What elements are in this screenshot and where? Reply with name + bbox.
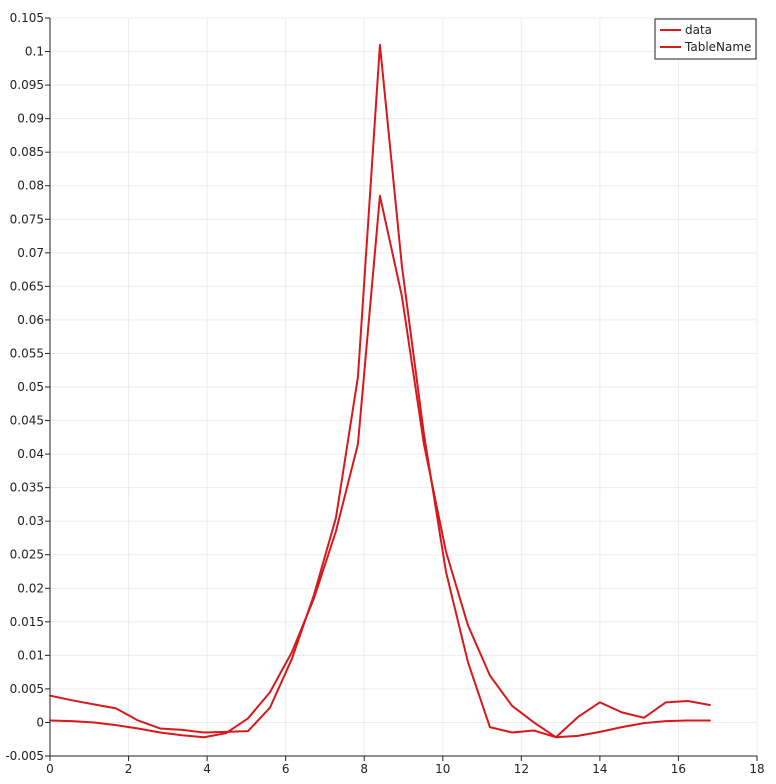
y-tick-label: 0.1 (25, 45, 44, 59)
y-tick-label: 0.09 (17, 112, 44, 126)
y-tick-label: 0.01 (17, 648, 44, 662)
x-tick-label: 18 (749, 762, 764, 776)
legend: data TableName (654, 18, 757, 60)
x-tick-label: 6 (282, 762, 290, 776)
grid-lines (49, 17, 758, 757)
series-line-data (49, 194, 711, 739)
y-tick-label: 0.005 (10, 682, 44, 696)
y-tick-label: 0 (36, 715, 44, 729)
y-tick-label: 0.065 (10, 279, 44, 293)
y-tick-label: 0.04 (17, 447, 44, 461)
x-tick-label: 8 (360, 762, 368, 776)
y-tick-label: 0.025 (10, 548, 44, 562)
y-tick-label: 0.075 (10, 212, 44, 226)
y-tick-label: 0.03 (17, 514, 44, 528)
y-tick-label: 0.08 (17, 179, 44, 193)
y-tick-label: 0.07 (17, 246, 44, 260)
y-tick-label: 0.085 (10, 145, 44, 159)
y-tick-label: 0.06 (17, 313, 44, 327)
y-tick-label: 0.05 (17, 380, 44, 394)
legend-box (654, 18, 757, 60)
y-tick-label: 0.035 (10, 481, 44, 495)
x-tick-label: 4 (203, 762, 211, 776)
y-tick-label: 0.105 (10, 11, 44, 25)
x-tick-label: 10 (435, 762, 450, 776)
legend-label: data (685, 23, 712, 37)
y-tick-label: 0.055 (10, 346, 44, 360)
y-tick-label: 0.095 (10, 78, 44, 92)
x-tick-label: 2 (125, 762, 133, 776)
legend-label: TableName (684, 40, 751, 54)
x-tick-label: 0 (46, 762, 54, 776)
x-tick-label: 16 (671, 762, 686, 776)
y-tick-label: -0.005 (5, 749, 44, 763)
series-line-tablename (49, 43, 711, 739)
axes: 0 2 4 6 8 10 12 14 16 18-0.00500.0050.010.0150.02… (5, 11, 764, 776)
x-tick-label: 12 (514, 762, 529, 776)
y-tick-label: 0.045 (10, 414, 44, 428)
series-lines (49, 43, 711, 739)
y-tick-label: 0.02 (17, 581, 44, 595)
x-tick-label: 14 (592, 762, 607, 776)
y-tick-label: 0.015 (10, 615, 44, 629)
